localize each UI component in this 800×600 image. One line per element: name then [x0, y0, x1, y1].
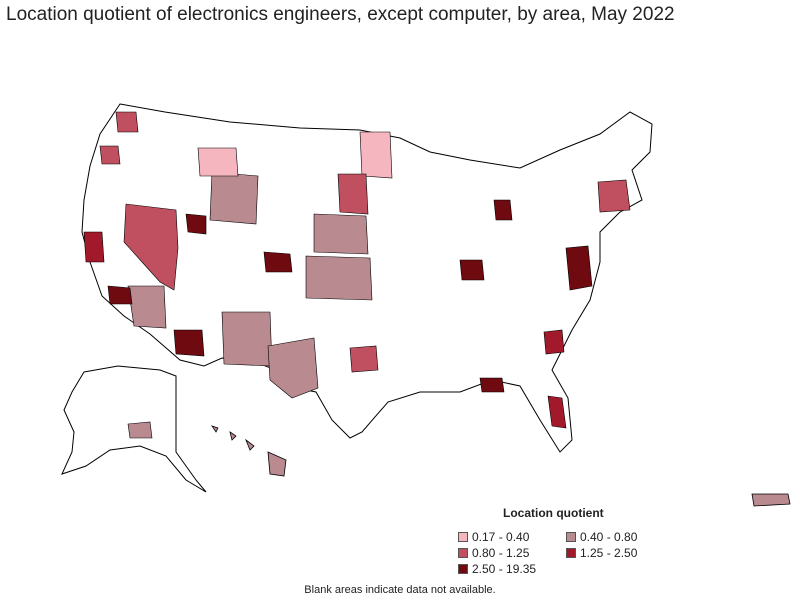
region-wyoming	[209, 171, 259, 225]
page-title: Location quotient of electronics enginee…	[6, 4, 675, 25]
legend-swatch-2	[566, 532, 576, 542]
legend-item-2: 0.40 - 0.80	[566, 530, 637, 544]
region-nebraska	[313, 213, 369, 255]
legend-label-3: 0.80 - 1.25	[472, 546, 530, 560]
legend-item-3: 0.80 - 1.25	[458, 546, 529, 560]
legend-title: Location quotient	[503, 506, 604, 520]
region-nevada	[123, 203, 179, 291]
legend-swatch-1	[458, 532, 468, 542]
region-michigan	[493, 199, 513, 221]
region-mid-atlantic	[565, 245, 593, 291]
legend-label-2: 0.40 - 0.80	[580, 530, 638, 544]
region-new-mexico	[221, 311, 273, 367]
region-south-carolina	[543, 329, 565, 355]
region-washington	[115, 111, 139, 133]
legend-label-5: 2.50 - 19.35	[472, 562, 537, 576]
region-indiana	[459, 259, 485, 281]
legend-label-1: 0.17 - 0.40	[472, 530, 530, 544]
legend-swatch-3	[458, 548, 468, 558]
hawaii-islands	[211, 425, 287, 477]
puerto-rico	[751, 493, 791, 507]
footnote: Blank areas indicate data not available.	[304, 584, 496, 596]
region-florida-coast	[547, 395, 567, 429]
region-utah	[185, 213, 207, 235]
region-oregon	[99, 145, 121, 165]
region-north-dakota	[359, 131, 393, 179]
legend-item-4: 1.25 - 2.50	[566, 546, 637, 560]
region-colorado-springs	[263, 251, 293, 273]
region-alaska-anchorage	[127, 421, 153, 439]
legend-swatch-4	[566, 548, 576, 558]
region-arkansas	[349, 345, 379, 373]
legend-item-5: 2.50 - 19.35	[458, 562, 536, 576]
region-kansas	[305, 255, 373, 301]
region-southern-california	[107, 285, 133, 305]
legend-item-1: 0.17 - 0.40	[458, 530, 529, 544]
region-idaho	[197, 147, 239, 177]
region-northern-california	[83, 231, 105, 263]
region-tucson	[173, 329, 205, 357]
region-arizona	[127, 285, 167, 329]
legend-swatch-5	[458, 564, 468, 574]
region-florida-panhandle	[479, 377, 505, 393]
legend-label-4: 1.25 - 2.50	[580, 546, 638, 560]
region-new-england	[597, 179, 631, 213]
region-wisconsin	[337, 173, 369, 215]
region-west-texas	[267, 337, 319, 399]
